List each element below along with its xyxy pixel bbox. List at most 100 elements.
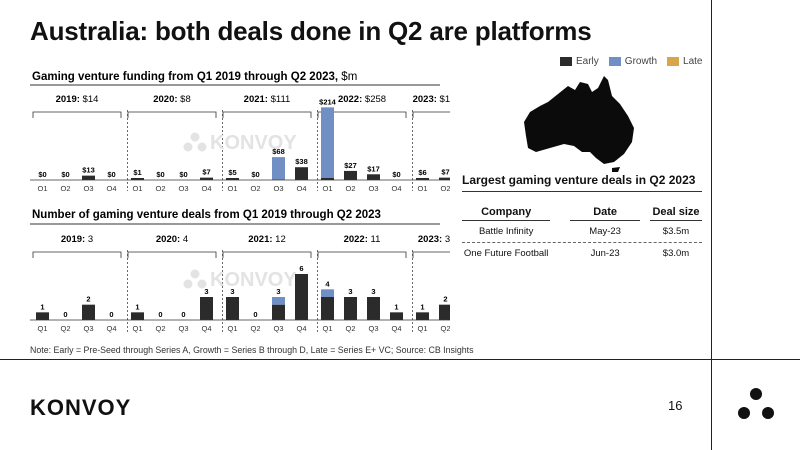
x-tick-label: Q3 [83, 184, 93, 191]
data-label: $0 [251, 170, 259, 179]
legend-item-early: Early [560, 56, 599, 67]
funding-chart-title: Gaming venture funding from Q1 2019 thro… [32, 71, 357, 83]
x-tick-label: Q2 [345, 324, 355, 333]
year-total-label: 2023: 3 [418, 234, 450, 245]
x-tick-label: Q2 [60, 324, 70, 333]
watermark-icon [197, 279, 207, 289]
bar-early [200, 177, 213, 180]
largest-deals-table: Largest gaming venture deals in Q2 2023 … [462, 173, 702, 264]
legend-swatch-early [560, 57, 572, 66]
data-label: $1 [133, 168, 141, 177]
watermark-icon [197, 142, 207, 152]
bar-early [295, 274, 308, 320]
bar-early [131, 312, 144, 320]
deals-chart-title: Number of gaming venture deals from Q1 2… [32, 209, 381, 221]
bar-early [390, 312, 403, 320]
data-label: $0 [38, 170, 46, 179]
year-total-label: 2023: $13 [413, 94, 450, 105]
bar-early [367, 297, 380, 320]
x-tick-label: Q3 [273, 324, 283, 333]
data-label: $27 [344, 161, 357, 170]
year-bracket [412, 251, 450, 258]
year-total-label: 2021: $111 [244, 94, 291, 105]
data-label: $214 [319, 97, 337, 106]
data-label: $13 [82, 166, 95, 175]
legend-item-late: Late [667, 56, 703, 67]
data-label: 3 [204, 287, 208, 296]
bar-early [295, 167, 308, 180]
cell-deal-size: $3.0m [662, 248, 690, 259]
bar-early [131, 178, 144, 180]
year-total-label: 2019: 3 [61, 234, 93, 245]
table-row: Battle Infinity May-23 $3.5m [462, 221, 702, 243]
data-label: 0 [253, 310, 257, 319]
watermark-icon [190, 132, 200, 142]
watermark-icon [183, 279, 193, 289]
page-number: 16 [668, 398, 683, 413]
x-tick-label: Q4 [106, 324, 116, 333]
header-company: Company [462, 206, 551, 221]
data-label: 3 [371, 287, 375, 296]
data-label: 0 [181, 310, 185, 319]
data-label: 3 [276, 287, 280, 296]
x-tick-label: Q3 [368, 184, 378, 191]
year-bracket [222, 251, 312, 258]
bar-growth [272, 157, 285, 180]
bar-early [344, 170, 357, 180]
bar-early [321, 297, 334, 320]
x-tick-label: Q1 [227, 184, 237, 191]
data-label: $0 [156, 170, 164, 179]
bar-early [226, 178, 239, 180]
year-total-label: 2022: 11 [344, 234, 381, 245]
legend-swatch-growth [608, 57, 621, 66]
x-tick-label: Q1 [417, 184, 427, 191]
data-label: 1 [420, 302, 424, 311]
legend-label-late: Late [683, 56, 703, 67]
cell-date: May-23 [589, 226, 621, 237]
watermark-text: KONVOY [210, 132, 297, 154]
year-bracket [317, 111, 407, 118]
data-label: 1 [40, 302, 44, 311]
year-total-label: 2021: 12 [248, 234, 286, 245]
year-bracket [127, 111, 217, 118]
year-bracket [32, 111, 122, 118]
x-tick-label: Q3 [178, 324, 188, 333]
footnote: Note: Early = Pre-Seed through Series A,… [30, 345, 474, 355]
data-label: $5 [228, 168, 236, 177]
x-tick-label: Q4 [296, 184, 306, 191]
header-date: Date [570, 206, 640, 221]
year-total-label: 2020: $8 [153, 94, 191, 105]
data-label: 1 [394, 302, 398, 311]
x-tick-label: Q3 [83, 324, 93, 333]
data-label: $38 [295, 157, 308, 166]
deals-table-header: Company Date Deal size [462, 206, 702, 221]
year-total-label: 2019: $14 [56, 94, 99, 105]
bar-growth [272, 297, 285, 305]
watermark-icon [190, 269, 200, 279]
x-tick-label: Q4 [296, 324, 306, 333]
data-label: $0 [61, 170, 69, 179]
legend-item-growth: Growth [608, 56, 657, 67]
cell-date: Jun-23 [590, 248, 620, 259]
x-tick-label: Q2 [155, 324, 165, 333]
bar-early [416, 312, 429, 320]
deals-count-chart: Number of gaming venture deals from Q1 2… [30, 209, 450, 334]
x-tick-label: Q2 [440, 324, 450, 333]
data-label: 2 [443, 295, 447, 304]
x-tick-label: Q4 [201, 184, 211, 191]
x-tick-label: Q4 [201, 324, 211, 333]
x-tick-label: Q2 [250, 324, 260, 333]
year-bracket [32, 251, 122, 258]
data-label: 3 [348, 287, 352, 296]
x-tick-label: Q1 [417, 324, 427, 333]
year-total-label: 2020: 4 [156, 234, 188, 245]
x-tick-label: Q2 [155, 184, 165, 191]
data-label: $7 [441, 168, 449, 177]
data-label: $7 [202, 168, 210, 177]
data-label: 0 [158, 310, 162, 319]
data-label: $0 [392, 170, 400, 179]
x-tick-label: Q2 [440, 184, 450, 191]
footer-divider [0, 359, 800, 360]
x-tick-label: Q2 [345, 184, 355, 191]
side-divider [711, 0, 712, 450]
